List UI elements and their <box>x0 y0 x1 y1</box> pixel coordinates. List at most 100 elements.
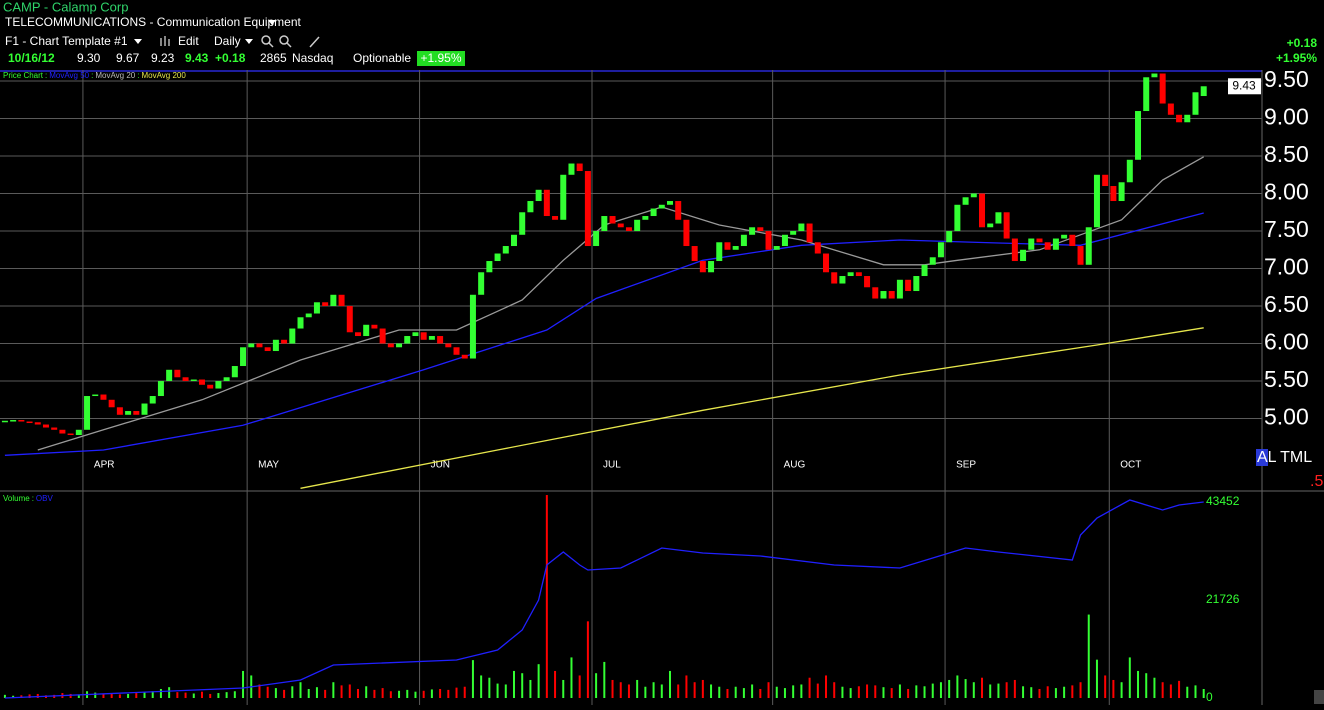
volume-bar <box>636 679 639 699</box>
volume-bar <box>939 682 942 699</box>
last-price: 9.43 <box>1232 78 1256 92</box>
y-tick-label: 7.00 <box>1264 254 1309 280</box>
candle <box>116 407 123 415</box>
volume-bar <box>192 693 195 699</box>
candle <box>1036 238 1043 243</box>
volume-bar <box>504 684 507 699</box>
volume-bar <box>1137 670 1140 699</box>
candle <box>207 384 214 389</box>
footer-label[interactable]: AL TML <box>1257 449 1312 466</box>
candle <box>872 287 879 299</box>
volume-bar <box>455 687 458 699</box>
draw-tool[interactable] <box>309 36 320 48</box>
legend-entry: MovAvg 50 <box>49 71 89 80</box>
candle <box>166 369 173 382</box>
scroll-handle[interactable] <box>1314 690 1324 704</box>
x-tick-label: AUG <box>784 460 806 471</box>
volume-bar <box>406 689 409 699</box>
icon-part <box>164 36 166 46</box>
volume-bar <box>1145 673 1148 699</box>
zoom-in[interactable] <box>261 35 274 48</box>
candle <box>1151 73 1158 78</box>
quote-last: 9.43 <box>185 51 209 65</box>
legend-separator: : <box>137 71 139 80</box>
volume-bar <box>373 689 376 699</box>
candle <box>609 216 616 224</box>
candle <box>1118 182 1125 202</box>
volume-bar <box>660 684 663 699</box>
right-change-pct: +1.95% <box>1276 51 1317 65</box>
optionable: Optionable <box>353 51 411 65</box>
candle <box>855 272 862 277</box>
volume-bar <box>168 687 171 699</box>
candle <box>1044 242 1051 250</box>
legend-title: Volume <box>3 494 30 503</box>
candle <box>1028 238 1035 250</box>
candle <box>1167 103 1174 115</box>
volume-bar <box>1079 682 1082 699</box>
candle <box>26 421 33 424</box>
candle <box>338 294 345 307</box>
candle <box>363 324 370 337</box>
candle <box>946 231 953 243</box>
candle <box>716 242 723 262</box>
candle <box>1200 86 1207 97</box>
candle <box>190 379 197 382</box>
candle <box>527 201 534 213</box>
volume-bar <box>685 675 688 699</box>
candle <box>494 253 501 262</box>
y-tick-label: 7.50 <box>1264 216 1309 242</box>
volume-bar <box>808 677 811 699</box>
volume-bar <box>151 691 154 699</box>
x-tick-label: JUN <box>431 460 450 471</box>
candle <box>1020 249 1027 262</box>
volume-bar <box>184 692 187 699</box>
bars-icon[interactable] <box>160 36 170 46</box>
volume-bar <box>586 621 589 699</box>
candle <box>297 317 304 329</box>
candle <box>330 294 337 307</box>
candle <box>584 171 591 247</box>
volume-bar <box>611 679 614 699</box>
candle <box>502 246 509 254</box>
candle <box>814 242 821 254</box>
candle <box>478 272 485 295</box>
candle <box>560 174 567 220</box>
edit-button[interactable]: Edit <box>178 34 199 48</box>
dropdown-arrow[interactable] <box>134 39 142 44</box>
volume-bar <box>882 687 885 699</box>
x-tick-label: APR <box>94 460 115 471</box>
candle <box>847 272 854 277</box>
candle <box>905 279 912 292</box>
volume-bar <box>627 684 630 699</box>
candle <box>642 216 649 220</box>
volume-bar <box>1169 684 1172 699</box>
dropdown-arrow[interactable] <box>268 20 276 25</box>
zoom-out[interactable] <box>279 35 292 48</box>
dropdown-arrow[interactable] <box>245 39 253 44</box>
volume-bar <box>356 688 359 699</box>
symbol[interactable]: CAMP - Calamp Corp <box>3 0 128 14</box>
volume-bar <box>12 695 15 699</box>
volume-bar <box>439 688 442 699</box>
volume-bar <box>3 694 6 699</box>
volume-bar <box>759 688 762 699</box>
candle <box>724 242 731 250</box>
volume-bar <box>1153 677 1156 699</box>
industry[interactable]: TELECOMMUNICATIONS - Communication Equip… <box>5 15 302 29</box>
candle <box>535 189 542 202</box>
candle <box>790 231 797 235</box>
template[interactable]: F1 - Chart Template #1 <box>5 34 128 48</box>
candle <box>1184 114 1191 123</box>
period[interactable]: Daily <box>214 34 241 48</box>
x-tick-label: MAY <box>258 460 279 471</box>
volume-bar <box>488 677 491 699</box>
volume-bar <box>1186 686 1189 699</box>
candle <box>543 189 550 217</box>
candle <box>781 234 788 247</box>
change-badge <box>417 51 465 66</box>
volume-bar <box>118 694 121 699</box>
candle <box>404 336 411 344</box>
volume-bar <box>1005 682 1008 699</box>
